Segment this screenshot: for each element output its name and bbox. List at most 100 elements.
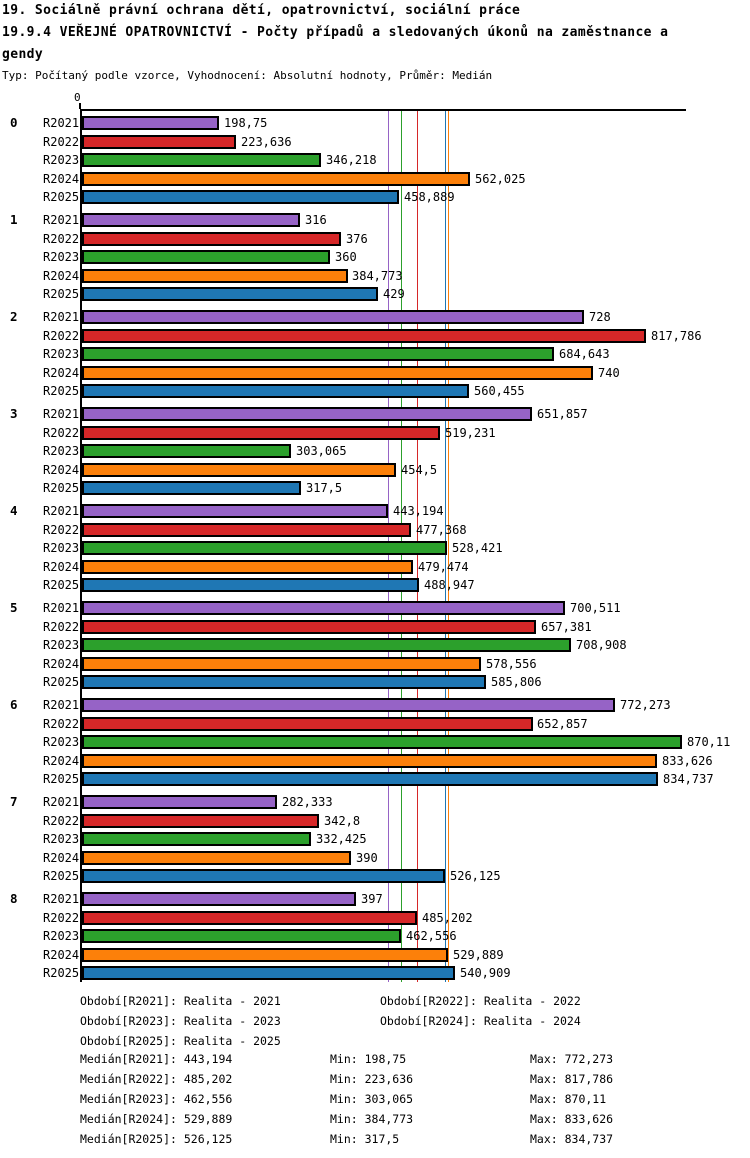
bar-R2024: [82, 947, 448, 962]
bar-value-label: 684,643: [559, 347, 610, 361]
series-label: R2023: [43, 444, 80, 458]
bar-value-label: 458,889: [404, 190, 455, 204]
bar-row: R2024 833,626: [0, 752, 750, 771]
series-label: R2023: [43, 347, 80, 361]
bar-row: 1 R2021 316: [0, 211, 750, 230]
report-title-line2: 19.9.4 VEŘEJNÉ OPATROVNICTVÍ - Počty pří…: [2, 25, 669, 40]
group-label: 2: [10, 309, 18, 324]
bar-value-label: 540,909: [460, 966, 511, 980]
bar-value-label: 834,737: [663, 772, 714, 786]
group-label: 3: [10, 406, 18, 421]
bar-row: R2024 562,025: [0, 170, 750, 189]
bar-R2022: [82, 910, 417, 925]
bar-R2022: [82, 425, 441, 440]
bar-value-label: 817,786: [651, 328, 702, 343]
bar-value-label: 700,511: [570, 601, 621, 615]
stat-median: Medián[R2025]: 526,125: [80, 1132, 233, 1146]
bar-row: 5 R2021 700,511: [0, 599, 750, 618]
stat-min: Min: 198,75: [330, 1052, 407, 1066]
bar-value-label: 223,636: [241, 134, 292, 149]
bar-row: R2023 346,218: [0, 151, 750, 170]
group-label: 6: [10, 697, 18, 712]
bar-row: 0 R2021 198,75: [0, 114, 750, 133]
series-label: R2025: [43, 384, 80, 398]
series-label: R2025: [43, 966, 80, 980]
bar-value-label: 332,425: [316, 832, 367, 846]
bar-group-6: 6 R2021 772,273 R2022 652,857 R2023 870,11 R202…: [0, 696, 750, 789]
bar-value-label: 708,908: [576, 638, 627, 652]
bar-row: R2022 817,786: [0, 327, 750, 346]
bar-R2022: [82, 522, 412, 537]
stat-min: Min: 303,065: [330, 1092, 414, 1106]
bar-group-1: 1 R2021 316 R2022 376 R2023 360 R2024 384,773 R20…: [0, 211, 750, 304]
bar-R2025: [82, 772, 658, 786]
series-label: R2023: [43, 638, 80, 652]
series-label: R2021: [43, 698, 80, 712]
series-label: R2021: [43, 407, 80, 421]
series-label: R2024: [43, 171, 80, 186]
bar-value-label: 462,556: [406, 929, 457, 943]
bar-R2023: [82, 250, 331, 264]
bar-value-label: 384,773: [352, 268, 403, 283]
bar-R2022: [82, 716, 533, 731]
bar-row: R2024 479,474: [0, 558, 750, 577]
bar-row: R2023 528,421: [0, 539, 750, 558]
bar-row: R2024 529,889: [0, 946, 750, 965]
bar-R2022: [82, 328, 647, 343]
bar-R2024: [82, 559, 413, 574]
series-label: R2025: [43, 578, 80, 592]
bar-value-label: 772,273: [620, 698, 671, 712]
stat-min: Min: 317,5: [330, 1132, 400, 1146]
bar-value-label: 346,218: [326, 153, 377, 167]
category-axis-line: [80, 109, 82, 982]
series-label: R2021: [43, 795, 80, 809]
series-label: R2025: [43, 287, 80, 301]
bar-R2024: [82, 268, 348, 283]
bar-row: R2024 384,773: [0, 267, 750, 286]
bar-group-7: 7 R2021 282,333 R2022 342,8 R2023 332,425 R2024…: [0, 793, 750, 886]
bar-value-label: 529,889: [453, 947, 504, 962]
bar-value-label: 198,75: [224, 116, 268, 130]
bar-R2022: [82, 231, 342, 246]
bar-value-label: 429: [383, 287, 405, 301]
bar-R2025: [82, 578, 420, 592]
bar-value-label: 528,421: [452, 541, 503, 555]
bar-R2021: [82, 601, 566, 615]
series-label: R2024: [43, 947, 80, 962]
stat-max: Max: 833,626: [530, 1112, 614, 1126]
bar-R2021: [82, 116, 220, 130]
bar-value-label: 740: [598, 365, 620, 380]
bar-group-4: 4 R2021 443,194 R2022 477,368 R2023 528,421 R20…: [0, 502, 750, 595]
bar-value-label: 376: [346, 231, 368, 246]
bar-R2025: [82, 190, 399, 204]
bar-row: R2024 740: [0, 364, 750, 383]
bar-value-label: 519,231: [445, 425, 496, 440]
bar-row: R2023 870,11: [0, 733, 750, 752]
bar-value-label: 657,381: [541, 619, 592, 634]
bar-row: R2023 332,425: [0, 830, 750, 849]
bar-R2021: [82, 407, 532, 421]
bar-value-label: 282,333: [282, 795, 333, 809]
bar-R2024: [82, 753, 658, 768]
series-label: R2024: [43, 753, 80, 768]
bar-row: R2025 488,947: [0, 576, 750, 595]
series-label: R2024: [43, 268, 80, 283]
stat-median: Medián[R2021]: 443,194: [80, 1052, 233, 1066]
bar-row: 8 R2021 397: [0, 890, 750, 909]
bar-value-label: 316: [305, 213, 327, 227]
bar-group-3: 3 R2021 651,857 R2022 519,231 R2023 303,065 R20…: [0, 405, 750, 498]
series-label: R2023: [43, 735, 80, 749]
bar-value-label: 397: [361, 892, 383, 906]
bar-R2023: [82, 541, 447, 555]
bar-value-label: 651,857: [537, 407, 588, 421]
bar-row: R2023 360: [0, 248, 750, 267]
bar-R2024: [82, 850, 352, 865]
group-label: 4: [10, 503, 18, 518]
bar-R2024: [82, 365, 593, 380]
bar-row: 7 R2021 282,333: [0, 793, 750, 812]
bar-row: R2022 485,202: [0, 909, 750, 928]
bar-row: 6 R2021 772,273: [0, 696, 750, 715]
series-label: R2021: [43, 504, 80, 518]
series-label: R2023: [43, 929, 80, 943]
